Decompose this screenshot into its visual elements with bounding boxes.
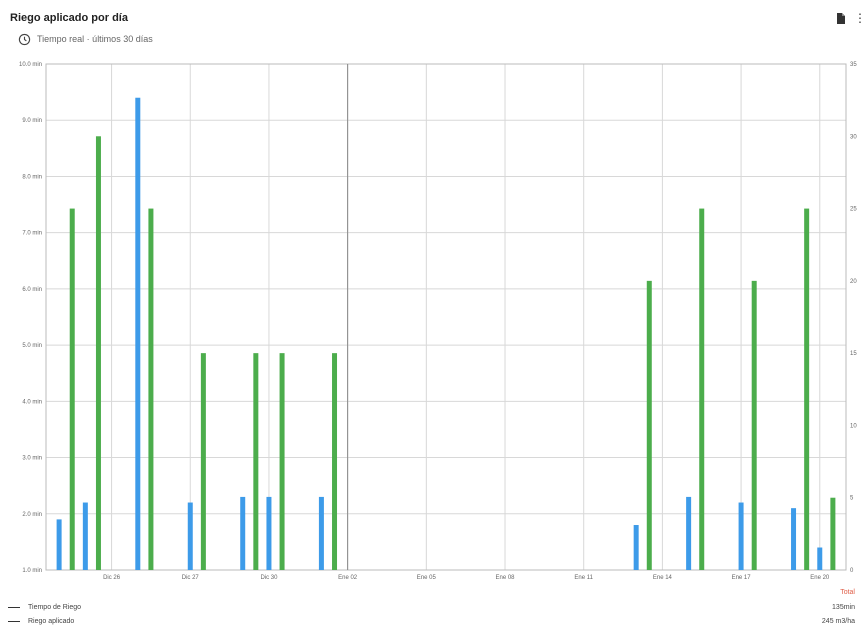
bar-tiempo-riego <box>187 502 193 570</box>
bar-tiempo-riego <box>318 496 324 570</box>
bar-riego-aplicado <box>69 208 75 571</box>
y-right-tick-label: 20 <box>850 279 857 285</box>
bar-riego-aplicado <box>148 208 154 571</box>
bar-riego-aplicado <box>279 353 285 570</box>
y-left-tick-label: 10.0 min <box>19 62 42 68</box>
y-left-tick-label: 5.0 min <box>22 343 42 349</box>
bar-tiempo-riego <box>135 97 141 570</box>
y-right-tick-label: 25 <box>850 207 857 213</box>
x-tick-label: Ene 14 <box>653 575 673 581</box>
x-tick-label: Ene 02 <box>338 575 358 581</box>
legend-value-riego: 245 m3/ha <box>821 618 855 625</box>
bar-tiempo-riego <box>266 496 272 570</box>
x-tick-label: Dic 30 <box>260 575 278 581</box>
bar-riego-aplicado <box>332 353 338 570</box>
legend-item-riego[interactable]: Riego aplicado <box>8 618 74 625</box>
bar-tiempo-riego <box>686 496 692 570</box>
bar-tiempo-riego <box>82 502 88 570</box>
bar-riego-aplicado <box>751 280 757 570</box>
legend-item-tiempo[interactable]: Tiempo de Riego <box>8 604 81 611</box>
bar-riego-aplicado <box>253 353 259 570</box>
y-left-tick-label: 9.0 min <box>22 118 42 124</box>
bar-tiempo-riego <box>817 547 823 570</box>
y-left-tick-label: 3.0 min <box>22 456 42 462</box>
legend-value-tiempo: 135min <box>832 604 855 611</box>
plot-frame <box>45 63 847 571</box>
x-tick-label: Dic 27 <box>182 575 200 581</box>
x-tick-label: Ene 17 <box>732 575 752 581</box>
y-left-tick-label: 4.0 min <box>22 399 42 405</box>
legend-label: Tiempo de Riego <box>28 604 82 611</box>
bar-tiempo-riego <box>240 496 246 570</box>
bar-riego-aplicado <box>830 497 836 570</box>
y-right-tick-label: 0 <box>850 568 854 574</box>
time-range-row[interactable]: Tiempo real · últimos 30 días <box>18 32 153 46</box>
bar-tiempo-riego <box>791 508 797 570</box>
bar-tiempo-riego <box>56 519 62 570</box>
bar-tiempo-riego <box>633 525 639 570</box>
export-icon[interactable] <box>836 12 846 25</box>
y-left-tick-label: 8.0 min <box>22 174 42 180</box>
x-tick-label: Ene 20 <box>810 575 830 581</box>
x-tick-label: Ene 05 <box>417 575 437 581</box>
bar-riego-aplicado <box>95 136 101 571</box>
y-left-tick-label: 1.0 min <box>22 568 42 574</box>
x-tick-label: Ene 11 <box>574 575 593 581</box>
y-right-tick-label: 35 <box>850 62 857 68</box>
legend-line-icon <box>8 621 20 622</box>
clock-icon <box>18 33 31 45</box>
y-right-tick-label: 30 <box>850 134 857 140</box>
bar-riego-aplicado <box>804 208 810 571</box>
time-range-label: Tiempo real · últimos 30 días <box>37 34 153 44</box>
bar-tiempo-riego <box>738 502 744 570</box>
legend-line-icon <box>8 607 20 608</box>
y-right-tick-label: 10 <box>850 423 857 429</box>
bar-riego-aplicado <box>200 353 206 570</box>
bar-riego-aplicado <box>646 280 652 570</box>
total-label: Total <box>840 589 855 596</box>
bar-riego-aplicado <box>699 208 705 571</box>
y-left-tick-label: 2.0 min <box>22 512 42 518</box>
y-right-tick-label: 15 <box>850 351 857 357</box>
y-left-tick-label: 6.0 min <box>22 287 42 293</box>
more-options-icon[interactable]: ⋮ <box>854 11 861 25</box>
chart-title: Riego aplicado por día <box>10 12 128 24</box>
y-left-tick-label: 7.0 min <box>22 231 42 237</box>
y-right-tick-label: 5 <box>850 496 854 502</box>
x-tick-label: Ene 08 <box>496 575 516 581</box>
x-tick-label: Dic 26 <box>103 575 121 581</box>
legend-label: Riego aplicado <box>28 618 75 625</box>
